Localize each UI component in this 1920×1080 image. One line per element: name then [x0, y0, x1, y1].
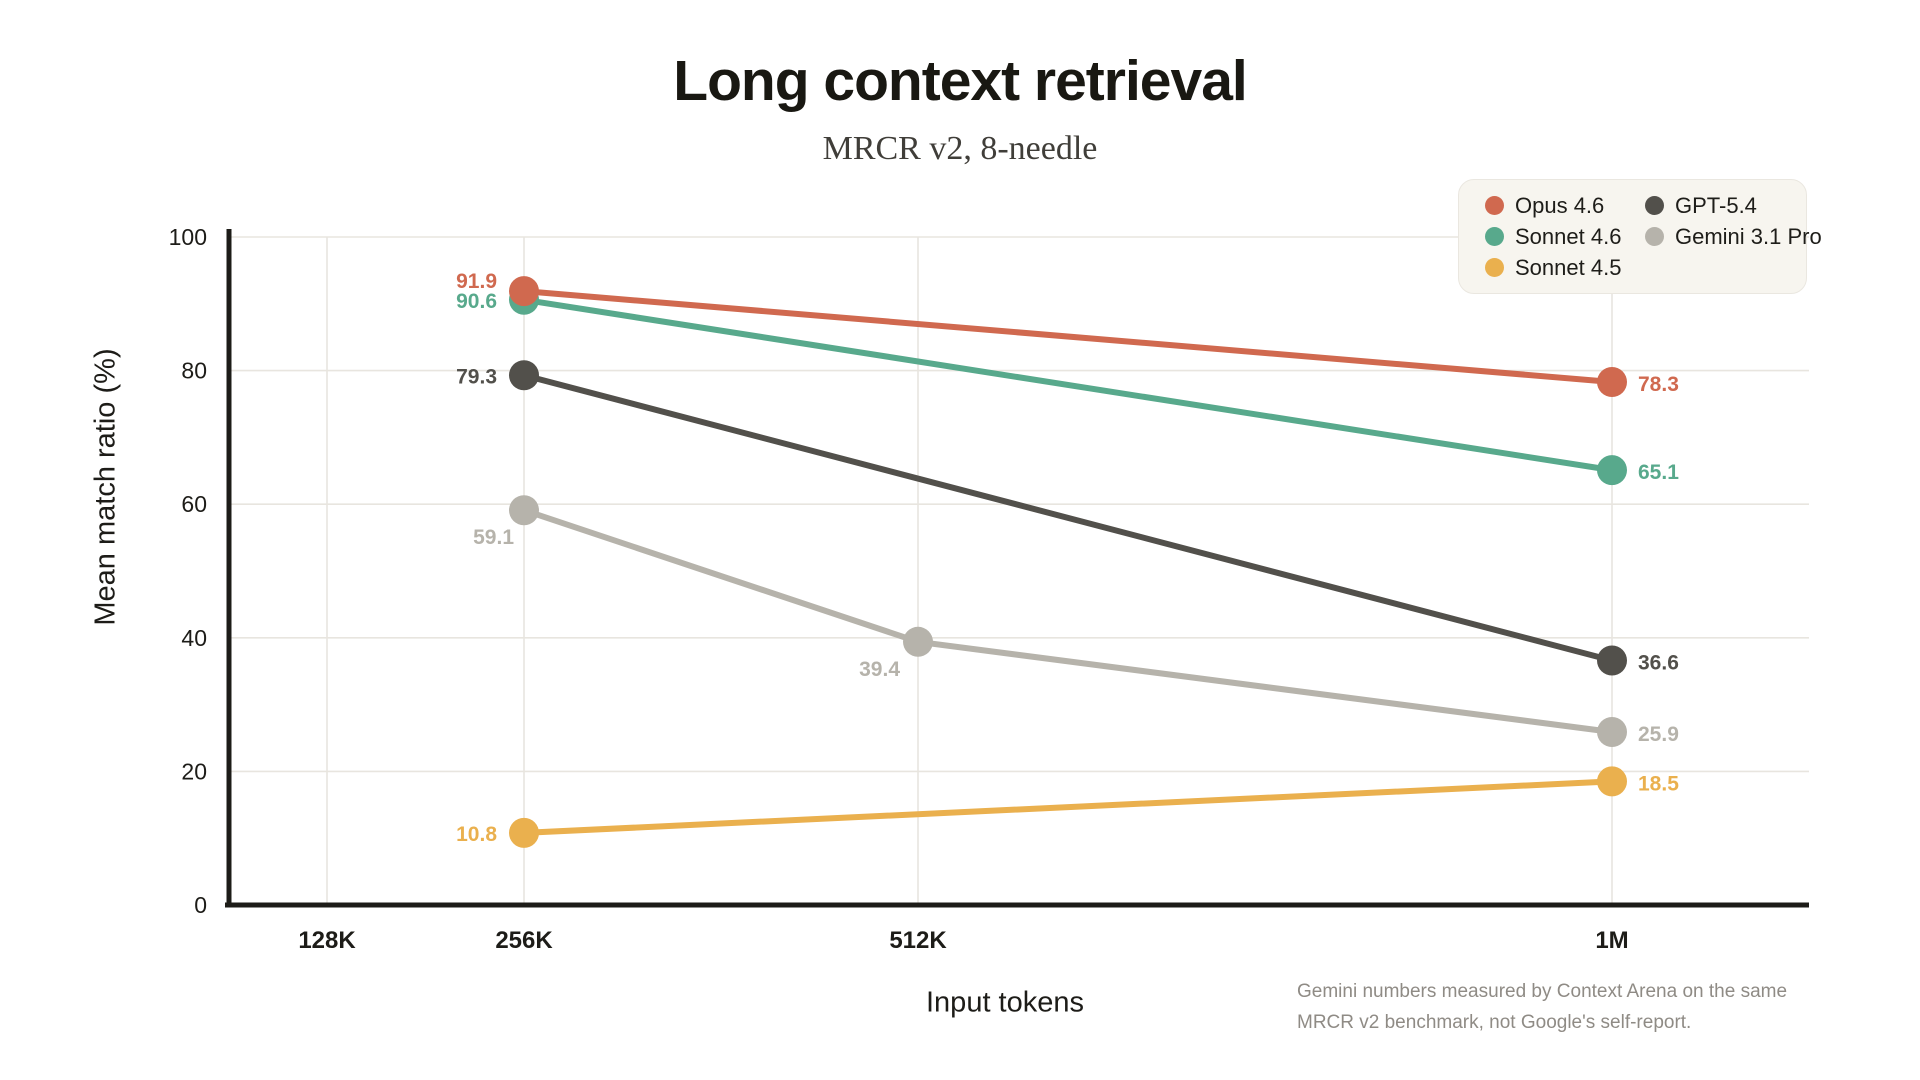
- data-point: [903, 626, 933, 657]
- y-tick-label: 0: [194, 892, 207, 918]
- footnote: Gemini numbers measured by Context Arena…: [1297, 981, 1788, 1033]
- y-tick-label: 60: [181, 491, 207, 517]
- legend-label: Opus 4.6: [1515, 192, 1605, 218]
- data-point: [1597, 455, 1627, 486]
- y-tick-label: 20: [181, 758, 207, 784]
- legend-swatch-icon: [1645, 227, 1664, 246]
- x-tick-label: 512K: [889, 927, 947, 954]
- legend-label: Sonnet 4.6: [1515, 223, 1622, 249]
- legend-item-sonnet-4-6: Sonnet 4.6: [1485, 224, 1645, 250]
- x-tick-label: 128K: [298, 927, 356, 954]
- legend-item-gemini-3-1-pro: Gemini 3.1 Pro: [1645, 224, 1822, 250]
- data-point-label: 65.1: [1638, 461, 1679, 484]
- series-line-gemini-3-1-pro: [521, 507, 1615, 735]
- data-point-label: 59.1: [473, 526, 514, 549]
- data-point: [1597, 766, 1627, 797]
- series-line-gpt-5-4: [521, 372, 1615, 664]
- y-tick-label: 100: [169, 224, 207, 250]
- legend-swatch-icon: [1485, 258, 1504, 277]
- legend-item-gpt-5-4: GPT-5.4: [1645, 193, 1822, 219]
- series-line-opus-4-6: [521, 288, 1615, 385]
- legend-item-opus-4-6: Opus 4.6: [1485, 193, 1645, 219]
- data-point-label: 91.9: [456, 270, 497, 293]
- legend-item-sonnet-4-5: Sonnet 4.5: [1485, 255, 1645, 281]
- legend-swatch-icon: [1485, 196, 1504, 215]
- data-point-label: 18.5: [1638, 772, 1679, 795]
- y-tick-label: 40: [181, 625, 207, 651]
- data-point: [1597, 366, 1627, 397]
- chart-subtitle: MRCR v2, 8-needle: [822, 130, 1098, 167]
- y-tick-label: 80: [181, 358, 207, 384]
- data-point-label: 78.3: [1638, 373, 1679, 396]
- data-point: [509, 817, 539, 848]
- data-point: [509, 495, 539, 526]
- data-point-label: 36.6: [1638, 652, 1679, 675]
- data-point: [1597, 716, 1627, 747]
- chart-title: Long context retrieval: [673, 49, 1247, 113]
- legend-label: Gemini 3.1 Pro: [1675, 223, 1822, 249]
- chart-legend: Opus 4.6 Sonnet 4.6 Sonnet 4.5 GPT-5.4 G…: [1458, 179, 1822, 294]
- data-point-label: 25.9: [1638, 723, 1679, 746]
- legend-swatch-icon: [1485, 227, 1504, 246]
- data-point: [509, 360, 539, 391]
- data-point: [509, 276, 539, 307]
- series-line-sonnet-4-5: [521, 778, 1615, 836]
- data-point-label: 10.8: [456, 823, 497, 846]
- x-tick-label: 256K: [495, 927, 553, 954]
- series-line-sonnet-4-6: [521, 296, 1615, 474]
- data-point: [1597, 645, 1627, 676]
- data-point-label: 39.4: [859, 658, 900, 681]
- legend-label: Sonnet 4.5: [1515, 254, 1622, 280]
- legend-label: GPT-5.4: [1675, 192, 1757, 218]
- x-axis-title: Input tokens: [926, 986, 1084, 1019]
- x-tick-label: 1M: [1595, 927, 1628, 954]
- data-point-label: 90.6: [456, 290, 497, 313]
- legend-swatch-icon: [1645, 196, 1664, 215]
- data-point-label: 79.3: [456, 365, 497, 388]
